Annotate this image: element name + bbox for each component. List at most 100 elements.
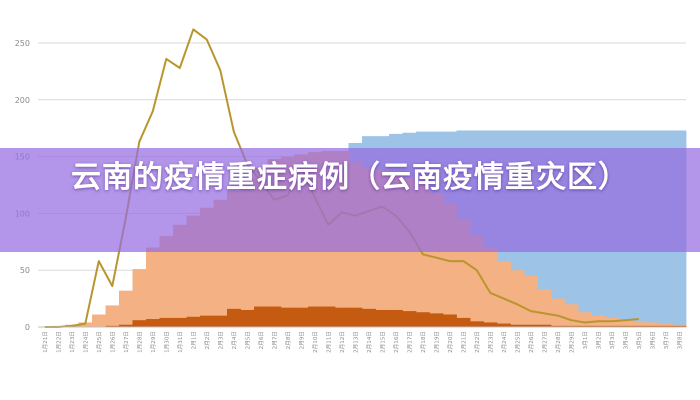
area-2-segment-21 (321, 306, 336, 327)
area-2-segment-30 (443, 314, 457, 327)
area-1-segment-38 (551, 298, 565, 327)
area-2-segment-7 (132, 320, 147, 327)
area-2-segment-27 (402, 311, 417, 327)
area-2-segment-5 (105, 325, 120, 327)
area-2-segment-38 (551, 325, 565, 327)
x-tick-label: 3月7日 (663, 331, 670, 349)
area-1-segment-42 (605, 317, 619, 327)
x-tick-label: 2月27日 (541, 331, 548, 353)
area-1-segment-9 (159, 236, 174, 327)
x-tick-label: 2月2日 (204, 331, 211, 349)
x-tick-label: 2月25日 (514, 331, 521, 353)
area-1-segment-8 (146, 247, 160, 327)
area-2-segment-37 (537, 324, 552, 327)
area-2-segment-6 (119, 324, 133, 327)
x-tick-label: 2月6日 (258, 331, 265, 349)
y-tick-label: 50 (20, 266, 30, 275)
banner-title: 云南的疫情重症病例（云南疫情重灾区） (71, 160, 629, 195)
area-2-segment-12 (200, 315, 214, 327)
area-2-segment-22 (335, 307, 349, 327)
area-1-segment-36 (524, 275, 538, 327)
area-2-segment-39 (564, 325, 579, 327)
x-tick-label: 2月24日 (501, 331, 508, 353)
area-2-segment-14 (227, 308, 241, 327)
x-tick-label: 1月22日 (55, 331, 62, 353)
x-tick-label: 2月20日 (447, 331, 454, 353)
x-tick-label: 1月27日 (123, 331, 130, 353)
area-2-segment-34 (497, 323, 511, 327)
x-tick-label: 1月30日 (163, 331, 170, 353)
area-2-segment-32 (470, 321, 484, 327)
area-1-segment-6 (119, 290, 133, 327)
area-2-segment-15 (240, 309, 255, 327)
area-2-segment-36 (524, 324, 538, 327)
x-tick-label: 2月5日 (244, 331, 251, 349)
x-tick-label: 2月17日 (406, 331, 413, 353)
x-tick-label: 2月13日 (352, 331, 359, 353)
area-2-segment-40 (578, 325, 592, 327)
x-tick-label: 1月25日 (96, 331, 103, 353)
x-tick-label: 2月22日 (474, 331, 481, 353)
x-tick-label: 1月24日 (82, 331, 89, 353)
area-2-segment-41 (591, 325, 606, 327)
x-tick-label: 1月28日 (136, 331, 143, 353)
x-tick-label: 2月21日 (460, 331, 467, 353)
y-tick-label: 250 (15, 39, 30, 48)
x-tick-label: 2月10日 (312, 331, 319, 353)
area-1-segment-37 (537, 289, 552, 327)
area-2-segment-19 (294, 307, 309, 327)
x-tick-label: 2月7日 (271, 331, 278, 349)
area-2-segment-20 (308, 306, 322, 327)
area-1-segment-33 (483, 247, 498, 327)
area-2-segment-44 (632, 325, 646, 327)
area-2-segment-26 (389, 309, 403, 327)
area-1-segment-7 (132, 269, 147, 327)
x-tick-label: 2月12日 (339, 331, 346, 353)
area-2-segment-25 (375, 309, 390, 327)
x-tick-label: 2月9日 (298, 331, 305, 349)
area-2-segment-43 (618, 325, 633, 327)
area-2-segment-13 (213, 315, 228, 327)
area-2-segment-33 (483, 322, 498, 327)
area-1-segment-46 (659, 323, 673, 327)
area-2-segment-17 (267, 306, 282, 327)
area-2-segment-24 (362, 308, 376, 327)
area-2-segment-23 (348, 307, 363, 327)
area-1-segment-3 (78, 322, 93, 327)
x-tick-label: 2月8日 (285, 331, 292, 349)
area-2-segment-31 (456, 317, 471, 327)
x-tick-label: 3月4日 (622, 331, 629, 349)
area-1-segment-39 (564, 304, 579, 327)
x-tick-label: 2月26日 (528, 331, 535, 353)
x-tick-label: 3月1日 (582, 331, 589, 349)
x-tick-label: 2月14日 (366, 331, 373, 353)
x-tick-label: 1月31日 (177, 331, 184, 353)
area-1-segment-4 (92, 314, 106, 327)
x-tick-label: 1月29日 (150, 331, 157, 353)
area-1-segment-45 (645, 322, 660, 327)
x-tick-label: 2月29日 (568, 331, 575, 353)
area-2-segment-45 (645, 325, 660, 327)
x-tick-label: 1月21日 (42, 331, 49, 353)
area-2-segment-11 (186, 316, 201, 327)
area-2-segment-16 (254, 306, 268, 327)
x-tick-label: 3月2日 (595, 331, 602, 349)
area-2-segment-29 (429, 313, 444, 327)
area-2-segment-35 (510, 324, 525, 327)
area-2-segment-8 (146, 319, 160, 327)
y-tick-label: 200 (15, 96, 30, 105)
area-1-segment-40 (578, 312, 592, 327)
area-1-segment-34 (497, 261, 511, 327)
x-tick-label: 2月1日 (190, 331, 197, 349)
y-tick-label: 0 (25, 323, 30, 332)
x-tick-label: 3月3日 (609, 331, 616, 349)
x-tick-label: 2月4日 (231, 331, 238, 349)
area-1-segment-43 (618, 320, 633, 327)
x-tick-label: 3月8日 (676, 331, 683, 349)
x-tick-label: 2月19日 (433, 331, 440, 353)
x-tick-label: 2月23日 (487, 331, 494, 353)
area-1-segment-32 (470, 234, 484, 327)
area-2-segment-18 (281, 307, 295, 327)
x-tick-label: 2月3日 (217, 331, 224, 349)
